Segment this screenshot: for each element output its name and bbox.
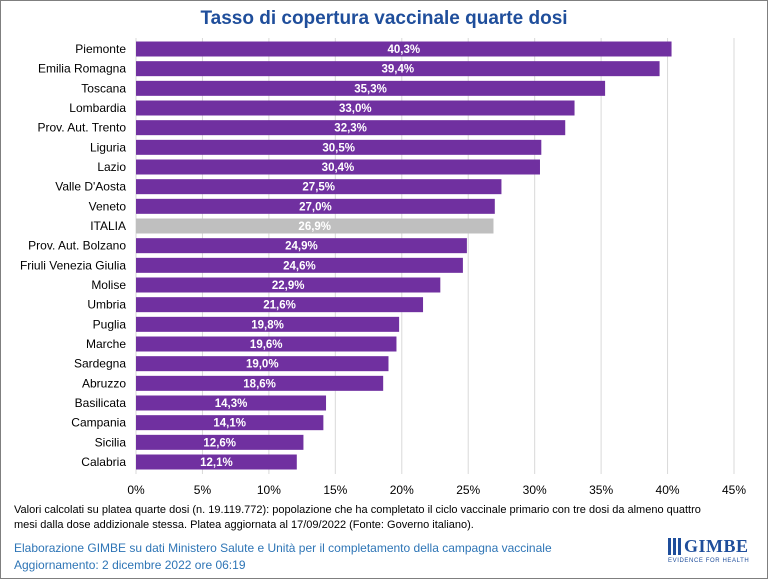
bar [136, 277, 441, 293]
bar-value-label: 19,0% [246, 359, 279, 371]
category-label: Basilicata [75, 396, 127, 410]
x-tick-label: 25% [456, 483, 480, 497]
category-label: Lombardia [69, 101, 126, 115]
bar [136, 80, 606, 96]
bar [136, 218, 494, 234]
bar-value-label: 19,6% [250, 339, 283, 351]
bar [136, 454, 297, 470]
bar-value-label: 18,6% [243, 378, 276, 390]
bar [136, 316, 400, 332]
bar-value-label: 35,3% [354, 83, 387, 95]
bar-value-label: 14,1% [213, 418, 246, 430]
x-tick-label: 0% [127, 483, 145, 497]
bar [136, 356, 389, 372]
bar-value-label: 24,9% [285, 241, 318, 253]
bar [136, 415, 324, 431]
category-label: Toscana [81, 81, 126, 95]
bar-value-label: 24,6% [283, 260, 316, 272]
bar [136, 159, 540, 175]
bar [136, 336, 397, 352]
x-tick-label: 35% [589, 483, 613, 497]
logo-name: GIMBE [684, 536, 749, 556]
category-label: Piemonte [75, 42, 126, 56]
category-label: Veneto [89, 199, 127, 213]
bar-value-label: 26,9% [298, 221, 331, 233]
bar [136, 198, 495, 214]
category-label: Abruzzo [82, 376, 126, 390]
chart-title: Tasso di copertura vaccinale quarte dosi [200, 8, 568, 29]
bar-value-label: 12,6% [203, 437, 236, 449]
x-tick-label: 15% [323, 483, 347, 497]
x-tick-label: 5% [194, 483, 212, 497]
category-label: Molise [91, 278, 126, 292]
x-tick-label: 30% [523, 483, 547, 497]
category-label: Valle D'Aosta [55, 180, 126, 194]
category-label: Prov. Aut. Trento [38, 121, 127, 135]
bar-value-label: 27,0% [299, 201, 332, 213]
x-tick-label: 10% [257, 483, 281, 497]
bar-value-label: 32,3% [334, 123, 367, 135]
gimbe-logo-icon [668, 538, 681, 555]
bar [136, 297, 424, 313]
bar-value-label: 27,5% [302, 182, 335, 194]
bar-value-label: 30,5% [322, 142, 355, 154]
category-label: Friuli Venezia Giulia [20, 258, 126, 272]
source-credit: Elaborazione GIMBE su dati Ministero Sal… [14, 541, 552, 555]
category-label: Marche [86, 337, 126, 351]
logo-tagline: EVIDENCE FOR HEALTH [668, 558, 750, 564]
bar-value-label: 39,4% [381, 64, 414, 76]
bar-value-label: 14,3% [215, 398, 248, 410]
category-label: Prov. Aut. Bolzano [28, 239, 126, 253]
bar [136, 139, 542, 155]
bar-value-label: 40,3% [387, 44, 420, 56]
x-tick-label: 45% [722, 483, 746, 497]
bar [136, 395, 327, 411]
x-tick-label: 20% [390, 483, 414, 497]
category-label: Sicilia [95, 435, 127, 449]
category-label: Liguria [90, 140, 126, 154]
category-label: Lazio [97, 160, 126, 174]
bar [136, 434, 304, 450]
category-label: Puglia [93, 317, 127, 331]
bar-value-label: 21,6% [263, 300, 296, 312]
bar-value-label: 33,0% [339, 103, 372, 115]
methodology-note: Valori calcolati su platea quarte dosi (… [14, 504, 701, 531]
category-label: ITALIA [90, 219, 126, 233]
update-timestamp: Aggiornamento: 2 dicembre 2022 ore 06:19 [14, 558, 246, 572]
category-label: Umbria [87, 298, 126, 312]
category-label: Emilia Romagna [38, 62, 126, 76]
x-tick-label: 40% [656, 483, 680, 497]
category-label: Sardegna [74, 357, 126, 371]
bar-chart: 0% 5% 10% 15% 20% 25% 30% 35% 40% 45% 40,3% Piemont… [20, 38, 746, 497]
bar [136, 375, 384, 391]
category-label: Campania [71, 416, 126, 430]
bar [136, 61, 660, 77]
bar [136, 41, 672, 57]
bar [136, 120, 566, 136]
bar-value-label: 30,4% [322, 162, 355, 174]
bar-value-label: 22,9% [272, 280, 305, 292]
bar [136, 238, 467, 254]
bar-value-label: 12,1% [200, 457, 233, 469]
bar-value-label: 19,8% [251, 319, 284, 331]
category-label: Calabria [81, 455, 126, 469]
bar [136, 100, 575, 116]
gimbe-logo: GIMBE EVIDENCE FOR HEALTH [668, 536, 758, 570]
bar [136, 257, 463, 273]
bar [136, 179, 502, 195]
